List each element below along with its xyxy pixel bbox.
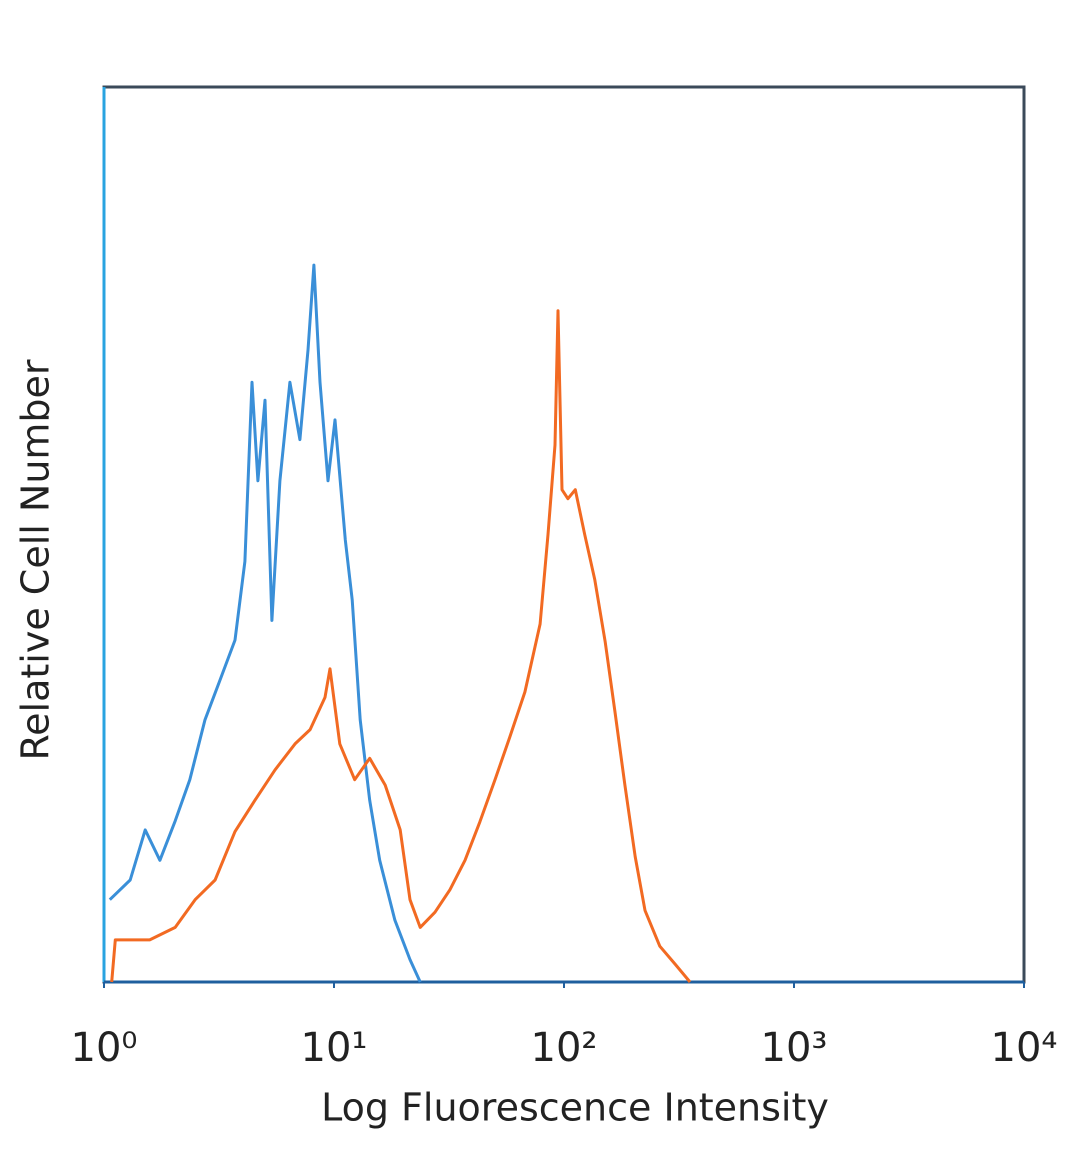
x-tick-label: 10⁰ bbox=[71, 1025, 138, 1071]
x-tick-label: 10³ bbox=[761, 1025, 828, 1071]
x-tick-label: 10² bbox=[531, 1025, 598, 1071]
histogram-line bbox=[108, 263, 422, 983]
x-tick-label: 10¹ bbox=[301, 1025, 368, 1071]
histogram-line bbox=[110, 309, 692, 983]
x-axis-label: Log Fluorescence Intensity bbox=[321, 1086, 829, 1130]
x-tick-label: 10⁴ bbox=[991, 1025, 1058, 1071]
y-axis-label: Relative Cell Number bbox=[14, 359, 58, 760]
plot-frame bbox=[102, 85, 1026, 984]
